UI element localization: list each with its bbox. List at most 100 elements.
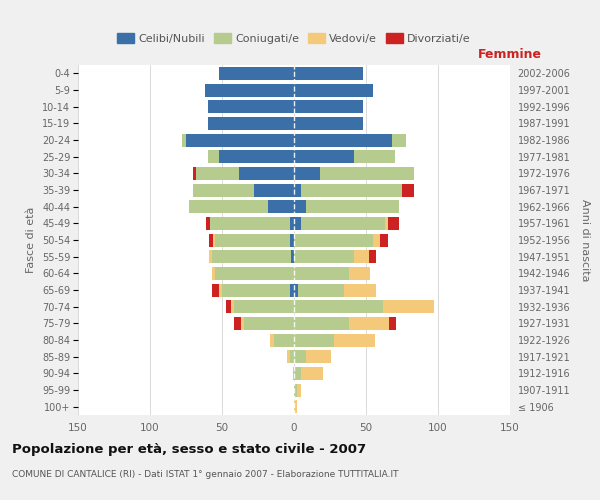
Bar: [294, 84, 373, 96]
Bar: [294, 150, 355, 163]
Bar: [189, 200, 294, 213]
Bar: [230, 300, 294, 313]
Bar: [182, 134, 294, 146]
Bar: [293, 367, 294, 380]
Bar: [205, 84, 294, 96]
Bar: [208, 117, 294, 130]
Bar: [254, 184, 294, 196]
Bar: [294, 200, 305, 213]
Bar: [290, 217, 294, 230]
Bar: [219, 284, 294, 296]
Bar: [294, 100, 363, 113]
Bar: [293, 367, 294, 380]
Bar: [294, 234, 373, 246]
Bar: [208, 100, 294, 113]
Bar: [287, 350, 294, 363]
Bar: [219, 67, 294, 80]
Bar: [389, 317, 396, 330]
Bar: [212, 267, 294, 280]
Bar: [241, 317, 294, 330]
Bar: [294, 384, 297, 396]
Bar: [294, 350, 305, 363]
Bar: [209, 250, 294, 263]
Bar: [208, 100, 294, 113]
Bar: [380, 234, 388, 246]
Bar: [239, 167, 294, 180]
Bar: [385, 217, 388, 230]
Bar: [193, 184, 294, 196]
Bar: [189, 200, 294, 213]
Text: COMUNE DI CANTALICE (RI) - Dati ISTAT 1° gennaio 2007 - Elaborazione TUTTITALIA.: COMUNE DI CANTALICE (RI) - Dati ISTAT 1°…: [12, 470, 398, 479]
Bar: [219, 67, 294, 80]
Bar: [298, 284, 344, 296]
Bar: [196, 167, 294, 180]
Bar: [205, 84, 294, 96]
Bar: [294, 184, 301, 196]
Bar: [208, 150, 294, 163]
Bar: [212, 267, 294, 280]
Bar: [305, 350, 331, 363]
Bar: [294, 167, 320, 180]
Bar: [294, 367, 301, 380]
Bar: [297, 384, 301, 396]
Bar: [293, 367, 294, 380]
Bar: [294, 117, 363, 130]
Bar: [182, 134, 294, 146]
Bar: [392, 134, 406, 146]
Bar: [290, 350, 294, 363]
Bar: [294, 217, 301, 230]
Bar: [211, 217, 294, 230]
Bar: [301, 367, 323, 380]
Bar: [196, 167, 294, 180]
Bar: [219, 67, 294, 80]
Bar: [193, 167, 294, 180]
Bar: [208, 117, 294, 130]
Bar: [212, 250, 294, 263]
Bar: [294, 334, 334, 346]
Bar: [209, 234, 294, 246]
Bar: [290, 234, 294, 246]
Bar: [269, 334, 294, 346]
Bar: [369, 250, 376, 263]
Bar: [209, 250, 294, 263]
Bar: [211, 217, 294, 230]
Bar: [215, 267, 294, 280]
Bar: [212, 284, 294, 296]
Text: Femmine: Femmine: [478, 48, 542, 62]
Bar: [294, 317, 349, 330]
Bar: [269, 334, 294, 346]
Bar: [208, 117, 294, 130]
Bar: [214, 234, 294, 246]
Text: Popolazione per età, sesso e stato civile - 2007: Popolazione per età, sesso e stato civil…: [12, 442, 366, 456]
Bar: [320, 167, 413, 180]
Bar: [355, 250, 369, 263]
Bar: [215, 234, 294, 246]
Bar: [294, 400, 297, 413]
Bar: [294, 250, 355, 263]
Bar: [219, 67, 294, 80]
Bar: [208, 117, 294, 130]
Bar: [291, 250, 294, 263]
Bar: [208, 150, 294, 163]
Bar: [402, 184, 413, 196]
Bar: [301, 217, 385, 230]
Legend: Celibi/Nubili, Coniugati/e, Vedovi/e, Divorziati/e: Celibi/Nubili, Coniugati/e, Vedovi/e, Di…: [113, 28, 475, 48]
Bar: [294, 284, 298, 296]
Bar: [349, 317, 389, 330]
Bar: [294, 267, 349, 280]
Bar: [334, 334, 374, 346]
Bar: [208, 150, 294, 163]
Bar: [294, 134, 392, 146]
Bar: [383, 300, 434, 313]
Bar: [294, 300, 383, 313]
Bar: [290, 284, 294, 296]
Bar: [373, 234, 380, 246]
Bar: [193, 184, 294, 196]
Bar: [349, 267, 370, 280]
Y-axis label: Fasce di età: Fasce di età: [26, 207, 37, 273]
Bar: [193, 184, 294, 196]
Bar: [206, 217, 294, 230]
Bar: [208, 100, 294, 113]
Bar: [344, 284, 376, 296]
Bar: [355, 150, 395, 163]
